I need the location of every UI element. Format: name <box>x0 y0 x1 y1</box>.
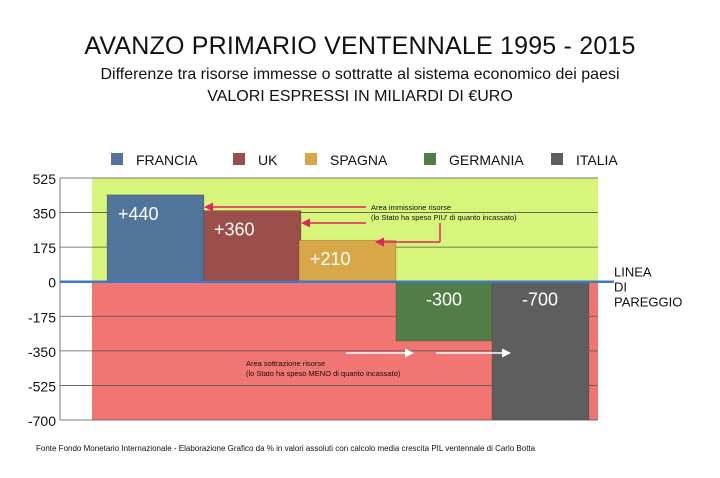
y-tick-label: 525 <box>33 171 57 187</box>
legend-label-germania: GERMANIA <box>449 152 524 168</box>
legend-label-italia: ITALIA <box>576 152 618 168</box>
annotation-negative-line-1: Area sottrazione risorse <box>246 359 325 368</box>
source-note: Fonte Fondo Monetario Internazionale - E… <box>36 444 536 453</box>
bar-spagna <box>298 239 397 283</box>
chart-subtitle-line-2: VALORI ESPRESSI IN MILIARDI DI €URO <box>207 88 513 105</box>
annotation-negative-line-2: (lo Stato ha speso MENO di quanto incass… <box>246 369 401 378</box>
value-label-francia: +440 <box>118 204 159 224</box>
value-label-germania: -300 <box>426 290 462 310</box>
legend-swatch-germania <box>424 153 436 165</box>
y-tick-label: 0 <box>48 275 56 291</box>
legend-swatch-uk <box>233 153 245 165</box>
legend-swatch-spagna <box>305 153 317 165</box>
chart-subtitle-line-1: Differenze tra risorse immesse o sottrat… <box>100 66 620 83</box>
value-label-uk: +360 <box>214 220 255 240</box>
y-tick-label: -350 <box>28 344 56 360</box>
zero-line-label: PAREGGIO <box>614 295 682 310</box>
legend-swatch-italia <box>551 153 563 165</box>
value-label-italia: -700 <box>522 290 558 310</box>
legend-label-uk: UK <box>258 152 278 168</box>
y-tick-label: -525 <box>28 378 56 394</box>
y-tick-label: 350 <box>33 206 57 222</box>
y-tick-label: -700 <box>28 413 56 429</box>
legend-swatch-francia <box>111 153 123 165</box>
annotation-positive-line-2: (lo Stato ha speso PIU' di quanto incass… <box>371 213 517 222</box>
bar-germania <box>395 281 494 342</box>
value-label-spagna: +210 <box>310 249 351 269</box>
zero-line-label: LINEA <box>614 265 652 280</box>
legend-label-spagna: SPAGNA <box>330 152 388 168</box>
y-tick-label: -175 <box>28 309 56 325</box>
y-tick-label: 175 <box>33 240 57 256</box>
zero-line-label: DI <box>614 280 627 295</box>
annotation-positive-line-1: Area immissione risorse <box>371 203 451 212</box>
page-title: AVANZO PRIMARIO VENTENNALE 1995 - 2015 <box>84 32 636 60</box>
legend-label-francia: FRANCIA <box>136 152 198 168</box>
